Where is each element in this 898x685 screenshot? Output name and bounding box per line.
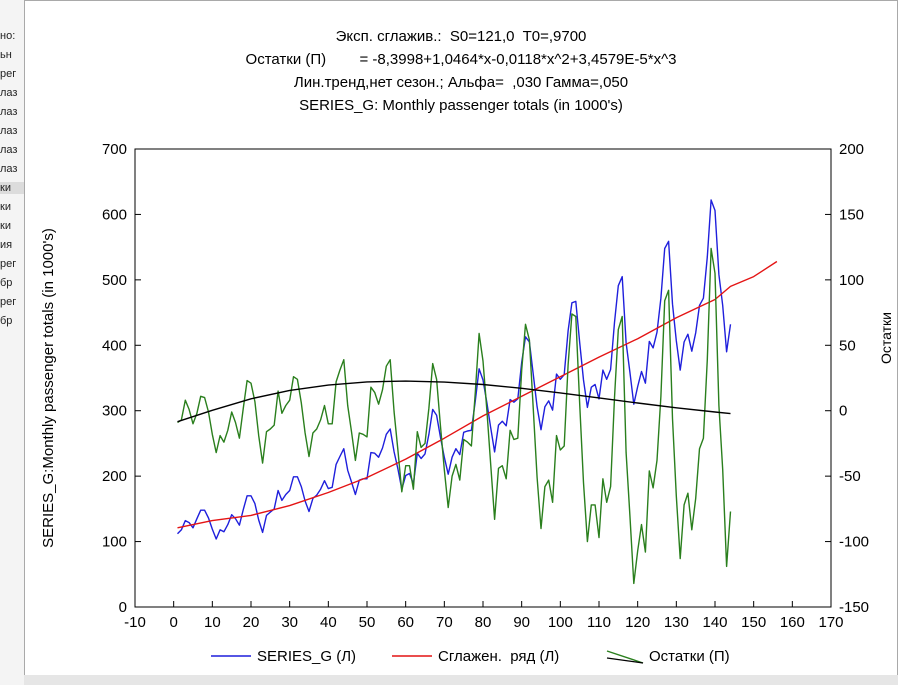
y-right-tick-label: -100 — [839, 534, 869, 551]
series-line-0 — [177, 199, 732, 540]
y-axis-label-left: SERIES_G:Monthly passenger totals (in 10… — [40, 228, 57, 548]
left-panel-item[interactable]: ки — [0, 182, 24, 194]
left-panel-item[interactable]: рег — [0, 68, 17, 80]
x-tick-label: 60 — [397, 614, 414, 631]
x-tick-label: -10 — [124, 614, 146, 631]
y-left-tick-label: 0 — [119, 599, 127, 616]
x-tick-label: 160 — [780, 614, 805, 631]
x-tick-label: 130 — [664, 614, 689, 631]
status-strip — [24, 675, 898, 685]
x-tick-label: 120 — [625, 614, 650, 631]
x-tick-label: 30 — [281, 614, 298, 631]
left-panel-item[interactable]: лаз — [0, 144, 18, 156]
y-left-tick-label: 100 — [102, 534, 127, 551]
y-right-tick-label: 0 — [839, 403, 847, 420]
left-panel-item[interactable]: ьн — [0, 49, 12, 61]
x-tick-label: 20 — [243, 614, 260, 631]
x-tick-label: 170 — [818, 614, 843, 631]
left-panel-item[interactable]: лаз — [0, 106, 18, 118]
legend: SERIES_G (Л) Сглажен. ряд (Л) Остатки (П) — [211, 648, 730, 665]
y-left-tick-label: 600 — [102, 206, 127, 223]
x-tick-label: 70 — [436, 614, 453, 631]
x-tick-label: 140 — [702, 614, 727, 631]
y-axis-label-right: Остатки — [878, 312, 894, 364]
x-tick-label: 10 — [204, 614, 221, 631]
chart-title-line: Лин.тренд,нет сезон.; Альфа= ,030 Гамма=… — [294, 74, 628, 91]
left-panel-item[interactable]: рег — [0, 296, 17, 308]
left-panel-item[interactable]: лаз — [0, 125, 18, 137]
left-panel: но: ьн рег лаз лаз лаз лаз лаз ки ки ки ия рег бр рег б… — [0, 0, 25, 685]
left-panel-item[interactable]: бр — [0, 277, 13, 289]
y-left-tick-label: 300 — [102, 403, 127, 420]
y-left-tick-label: 700 — [102, 141, 127, 158]
x-tick-label: 50 — [359, 614, 376, 631]
legend-swatch — [606, 657, 644, 664]
left-panel-item[interactable]: ия — [0, 239, 13, 251]
left-panel-item[interactable]: лаз — [0, 163, 18, 175]
x-tick-label: 110 — [587, 614, 611, 631]
legend-label: Остатки (П) — [649, 648, 730, 665]
y-left-tick-label: 200 — [102, 468, 127, 485]
legend-label: SERIES_G (Л) — [257, 648, 356, 665]
chart-title-line: Эксп. сглажив.: S0=121,0 T0=,9700 — [336, 28, 587, 45]
y-right-tick-label: 200 — [839, 141, 864, 158]
y-right-tick-label: 50 — [839, 337, 856, 354]
legend-label: Сглажен. ряд (Л) — [438, 648, 559, 665]
left-panel-item[interactable]: рег — [0, 258, 17, 270]
x-tick-label: 40 — [320, 614, 337, 631]
series-line-3 — [177, 380, 731, 423]
x-tick-label: 80 — [475, 614, 492, 631]
left-panel-item[interactable]: бр — [0, 315, 13, 327]
chart: Эксп. сглажив.: S0=121,0 T0=,9700 Остатки… — [40, 28, 894, 665]
x-tick-label: 0 — [169, 614, 177, 631]
y-right-tick-label: 100 — [839, 272, 864, 289]
left-panel-item[interactable]: ки — [0, 220, 11, 232]
chart-window: Эксп. сглажив.: S0=121,0 T0=,9700 Остатки… — [24, 0, 898, 685]
x-tick-label: 150 — [741, 614, 766, 631]
series-line-1 — [177, 260, 778, 529]
x-tick-label: 90 — [513, 614, 530, 631]
chart-title-line: Остатки (П) = -8,3998+1,0464*x-0,0118*x^… — [246, 51, 677, 68]
y-left-tick-label: 400 — [102, 337, 127, 354]
y-left-tick-label: 500 — [102, 272, 127, 289]
y-right-tick-label: -50 — [839, 468, 861, 485]
y-right-tick-label: 150 — [839, 206, 864, 223]
left-panel-item[interactable]: ки — [0, 201, 11, 213]
series-line-2 — [177, 247, 732, 585]
chart-title-line: SERIES_G: Monthly passenger totals (in 1… — [299, 97, 623, 114]
legend-swatch — [606, 650, 644, 664]
x-tick-label: 100 — [548, 614, 573, 631]
left-panel-item[interactable]: но: — [0, 30, 16, 42]
y-right-tick-label: -150 — [839, 599, 869, 616]
left-panel-item[interactable]: лаз — [0, 87, 18, 99]
